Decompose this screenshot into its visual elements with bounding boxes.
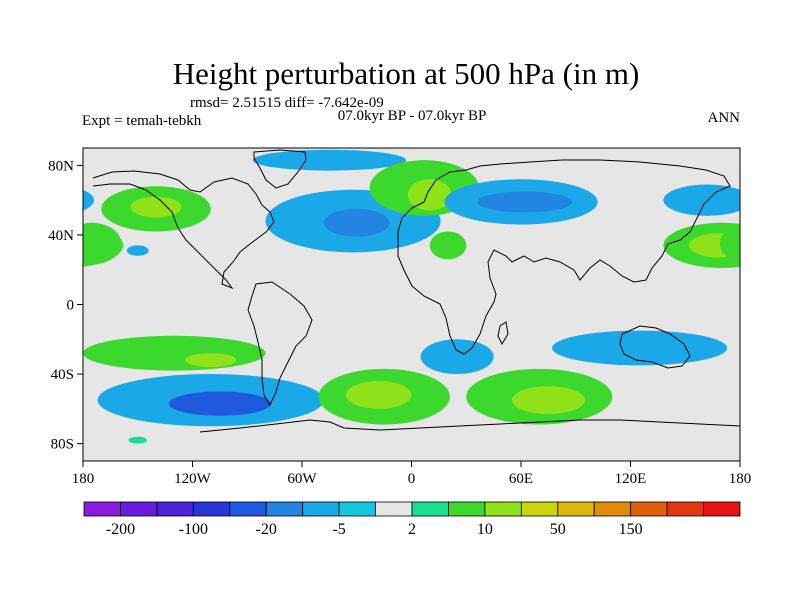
anomaly-scandinavia-core	[407, 179, 452, 211]
colorbar-swatch	[120, 501, 158, 517]
y-tick-label: 0	[67, 298, 75, 314]
y-tick-label: 80N	[48, 158, 74, 174]
colorbar-swatch	[156, 501, 194, 517]
anomaly-date-line-positive-wrap	[719, 223, 740, 264]
colorbar-swatch	[448, 501, 486, 517]
colorbar-label: 150	[619, 521, 643, 538]
axis-ticks: 180 120W 60W 0 60E 120E 180 80N 40N 0 40S 80S	[48, 158, 751, 487]
season-label: ANN	[708, 110, 741, 126]
x-tick-label: 60E	[509, 471, 533, 487]
experiment-label: Expt = temah-tebkh	[82, 113, 202, 129]
coastlines	[92, 149, 740, 433]
anomaly-north-pacific-core	[130, 196, 182, 218]
colorbar-swatch	[593, 501, 632, 517]
x-tick-label: 0	[408, 471, 416, 487]
anomaly-south-atlantic-core	[345, 381, 412, 409]
colorbar-swatch	[630, 501, 668, 517]
x-tick-label: 180	[729, 471, 752, 487]
x-tick-label: 60W	[287, 471, 317, 487]
colorbar-swatch	[703, 501, 741, 517]
anomaly-east-asia-negative	[663, 184, 740, 216]
colorbar-label: -5	[332, 521, 345, 538]
period-label: 07.0kyr BP - 07.0kyr BP	[338, 108, 487, 124]
x-tick-label: 120W	[174, 471, 212, 487]
anomaly-north-atlantic-core	[323, 208, 390, 237]
colorbar-label: 10	[477, 521, 493, 538]
y-tick-label: 80S	[51, 437, 74, 453]
stats-text: rmsd= 2.51515 diff= -7.642e-09	[190, 95, 384, 111]
coast-australia	[619, 325, 691, 369]
x-tick-label: 120E	[615, 471, 647, 487]
coast-madagascar	[497, 321, 509, 346]
anomaly-east-asia-negative-wrap	[83, 189, 94, 211]
colorbar-swatch	[265, 501, 304, 517]
colorbar-label: -100	[179, 521, 208, 538]
coast-south-america	[247, 281, 313, 407]
colorbar-swatch	[411, 501, 449, 517]
anomaly-indian-ocean-core	[511, 386, 585, 415]
anomaly-south-pacific-band	[83, 335, 266, 371]
chart-title: Height perturbation at 500 hPa (in m)	[173, 56, 640, 91]
colorbar-swatch	[484, 501, 522, 517]
anomaly-south-pacific-core	[185, 353, 237, 368]
x-tick-label: 180	[72, 471, 95, 487]
colorbar-swatch	[557, 501, 595, 517]
anomaly-australia-negative	[552, 330, 728, 366]
colorbar-label: 2	[408, 521, 416, 538]
anomaly-siberia-core	[477, 191, 573, 213]
y-tick-label: 40N	[48, 228, 74, 244]
coast-north-america	[92, 170, 275, 290]
anomaly-southern-pacific-core	[168, 391, 271, 416]
colorbar-swatch	[192, 501, 231, 517]
y-tick-label: 40S	[51, 367, 74, 383]
coast-antarctica	[199, 419, 740, 433]
colorbar-label: -20	[256, 521, 277, 538]
colorbar-swatch	[338, 501, 376, 517]
anomaly-south-africa-negative	[420, 339, 494, 375]
anomaly-date-line-positive	[83, 222, 122, 265]
anomaly-antarctic-small	[128, 436, 147, 444]
colorbar-swatch	[302, 501, 340, 517]
coast-greenland	[253, 149, 307, 189]
anomaly-small-pacific-negative	[126, 245, 149, 256]
colorbar-swatch	[520, 501, 559, 517]
anomaly-fields	[83, 149, 740, 444]
colorbar-label: -200	[106, 521, 135, 538]
colorbar-label: 50	[550, 521, 566, 538]
colorbar-swatch	[229, 501, 267, 517]
colorbar: -200 -100 -20 -5 2 10 50 150	[83, 501, 741, 538]
coast-eurasia-africa	[397, 159, 731, 355]
anomaly-greenland-negative	[252, 149, 407, 171]
colorbar-swatch	[375, 501, 413, 517]
anomaly-mediterranean-small	[429, 231, 467, 260]
colorbar-swatch	[666, 501, 704, 517]
colorbar-swatch	[83, 501, 121, 517]
